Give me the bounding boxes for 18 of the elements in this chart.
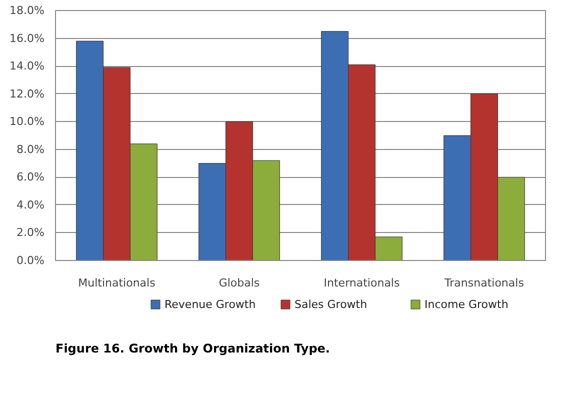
y-tick-label: 12.0%: [10, 87, 45, 100]
legend-label: Sales Growth: [294, 298, 368, 311]
legend-label: Revenue Growth: [164, 298, 256, 311]
y-tick-label: 10.0%: [10, 115, 45, 128]
x-tick-label: Globals: [218, 276, 260, 290]
y-tick-label: 6.0%: [16, 170, 45, 184]
y-tick-label: 2.0%: [16, 226, 45, 240]
legend-label: Income Growth: [424, 298, 508, 311]
caption: Figure 16. Growth by Organization Type.: [56, 342, 330, 356]
y-tick-label: 18.0%: [10, 4, 45, 17]
y-tick-label: 0.0%: [16, 254, 45, 267]
x-tick-label: Internationals: [324, 276, 400, 290]
x-tick-label: Multinationals: [78, 276, 156, 290]
y-tick-label: 14.0%: [10, 60, 45, 73]
y-tick-label: 4.0%: [16, 198, 45, 212]
y-tick-label: 16.0%: [10, 32, 45, 45]
y-tick-label: 8.0%: [16, 142, 45, 156]
x-tick-label: Transnationals: [444, 276, 524, 290]
